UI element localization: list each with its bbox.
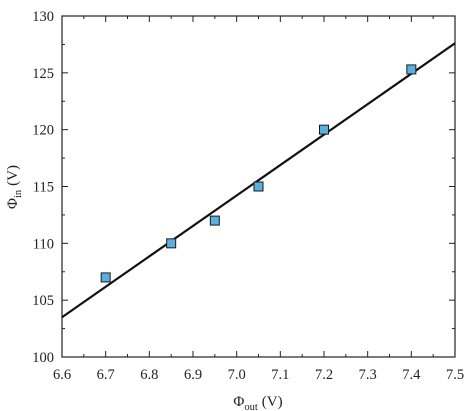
data-point xyxy=(166,238,177,249)
x-tick-label: 7.5 xyxy=(446,367,464,383)
fit-line xyxy=(61,42,456,319)
x-tick-label: 6.9 xyxy=(184,367,202,383)
y-tick-label: 130 xyxy=(32,9,54,25)
y-tick-label: 110 xyxy=(33,236,54,252)
data-point xyxy=(319,124,329,135)
data-point xyxy=(406,64,417,75)
axis-ticks xyxy=(61,15,456,358)
x-tick-label: 6.7 xyxy=(97,367,115,383)
data-point xyxy=(253,181,264,192)
x-tick-label: 7.2 xyxy=(315,367,333,383)
data-marks xyxy=(61,42,456,319)
y-tick-label: 125 xyxy=(32,66,54,82)
tick-labels: 6.6 6.7 6.8 6.9 7.0 7.1 7.2 7.3 7.4 7.5 100 105 110 1… xyxy=(32,9,464,383)
y-axis-title: Φin(V) xyxy=(5,165,24,209)
data-point xyxy=(209,215,220,226)
y-tick-label: 105 xyxy=(32,293,54,309)
data-point xyxy=(100,272,111,283)
y-tick-label: 100 xyxy=(32,350,54,366)
x-tick-label: 7.3 xyxy=(359,367,377,383)
x-tick-label: 6.6 xyxy=(53,367,71,383)
x-tick-label: 6.8 xyxy=(140,367,158,383)
y-tick-label: 115 xyxy=(33,180,54,196)
y-tick-label: 120 xyxy=(32,123,54,139)
x-axis-title: Φout (V) xyxy=(233,394,282,411)
x-tick-label: 7.4 xyxy=(402,367,421,383)
x-tick-label: 7.1 xyxy=(271,367,289,383)
x-tick-label: 7.0 xyxy=(228,367,246,383)
